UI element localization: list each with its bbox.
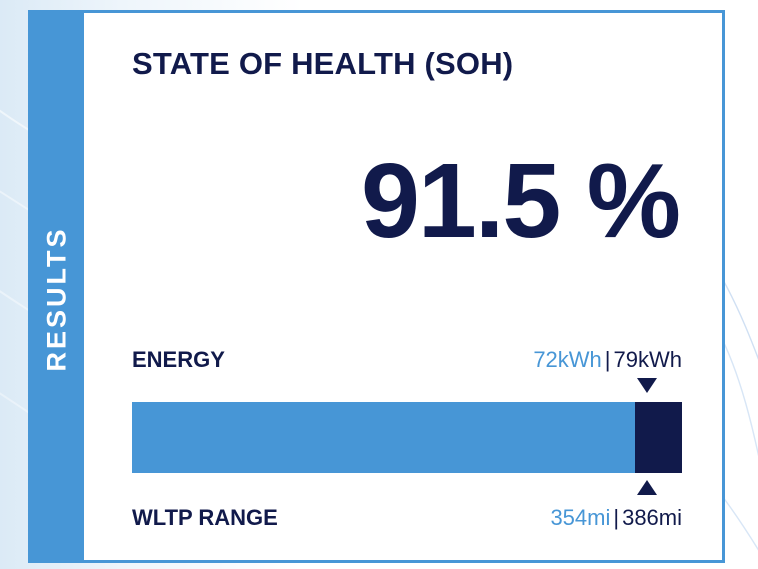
soh-content: STATE OF HEALTH (SOH) 91.5 % ENERGY 72kW…	[132, 13, 682, 560]
current-energy-value: 72kWh	[533, 347, 602, 372]
original-range-value: 386mi	[622, 505, 682, 530]
original-energy-value: 79kWh	[613, 347, 682, 372]
wltp-range-values: 354mi | 386mi	[550, 505, 682, 531]
soh-percentage: 91.5 %	[360, 142, 681, 260]
soh-title: STATE OF HEALTH (SOH)	[132, 46, 514, 81]
energy-row: ENERGY 72kWh | 79kWh	[132, 347, 682, 375]
energy-separator: |	[604, 347, 611, 372]
state-of-health-card: RESULTS STATE OF HEALTH (SOH) 91.5 % ENE…	[28, 10, 725, 563]
energy-label: ENERGY	[132, 347, 225, 372]
current-range-value: 354mi	[550, 505, 611, 530]
energy-values: 72kWh | 79kWh	[533, 347, 682, 373]
triangle-down-icon	[637, 378, 657, 393]
results-label: RESULTS	[41, 226, 72, 372]
soh-progress-fill	[132, 402, 636, 473]
soh-progress-bar	[132, 402, 682, 473]
wltp-range-row: WLTP RANGE 354mi | 386mi	[132, 505, 682, 533]
range-separator: |	[613, 505, 620, 530]
results-side-tab: RESULTS	[31, 13, 84, 560]
wltp-range-label: WLTP RANGE	[132, 505, 278, 530]
triangle-up-icon	[637, 480, 657, 495]
